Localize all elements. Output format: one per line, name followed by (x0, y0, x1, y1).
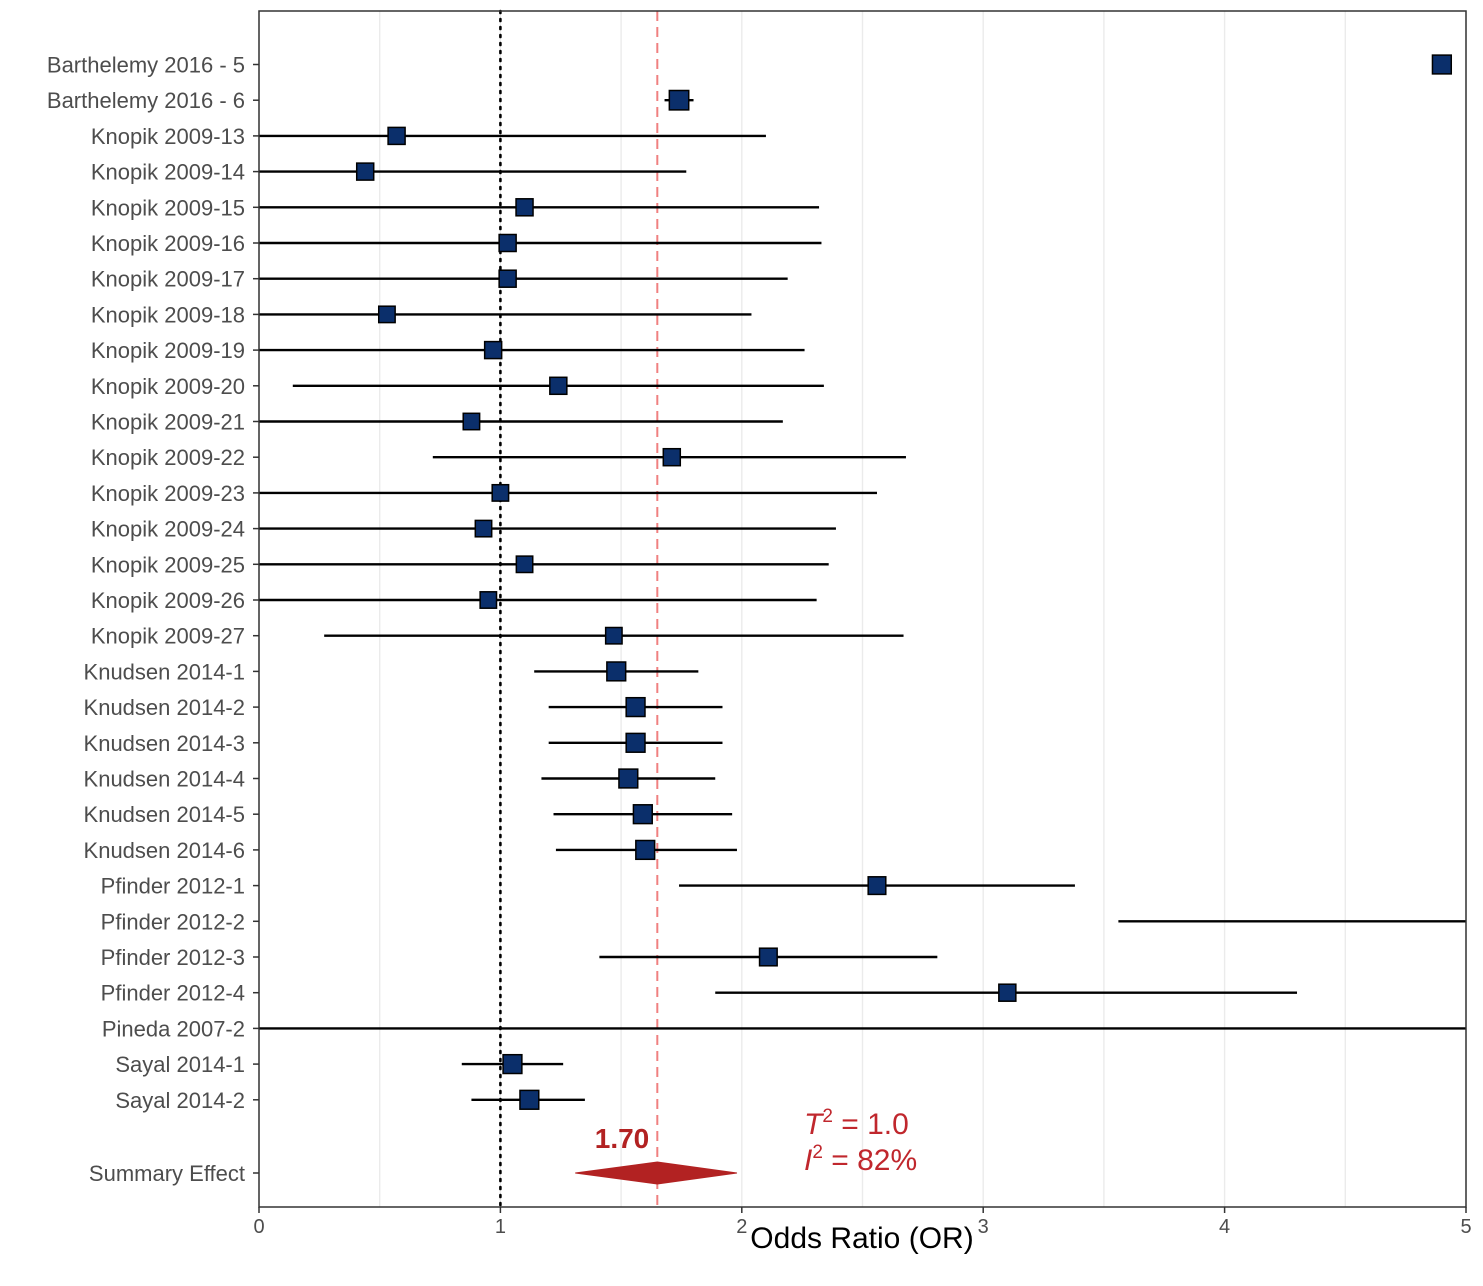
y-label-24: Pfinder 2012-1 (101, 874, 245, 899)
study-marker-15 (515, 555, 534, 574)
y-label-26: Pfinder 2012-3 (101, 945, 245, 970)
y-label-25: Pfinder 2012-2 (101, 909, 245, 934)
study-marker-3 (387, 126, 406, 146)
y-label-10: Knopik 2009-20 (91, 374, 245, 399)
y-label-2: Barthelemy 2016 - 6 (47, 88, 245, 113)
study-marker-19 (625, 696, 646, 718)
x-tick-label-0: 0 (253, 1216, 264, 1238)
y-label-11: Knopik 2009-21 (91, 410, 245, 435)
plot-panel-border (258, 10, 1467, 1208)
y-label-30: Sayal 2014-2 (115, 1088, 245, 1113)
study-marker-22 (632, 804, 653, 825)
study-marker-4 (355, 162, 375, 181)
reference-lines (499, 9, 659, 1209)
study-marker-11 (462, 412, 481, 431)
y-label-3: Knopik 2009-13 (91, 124, 245, 149)
i-value: = 82% (823, 1144, 917, 1177)
y-label-4: Knopik 2009-14 (91, 160, 245, 185)
study-marker-1 (1431, 54, 1453, 75)
summary-effect (575, 1161, 738, 1185)
study-marker-23 (635, 839, 656, 861)
i-symbol: I (804, 1144, 812, 1177)
y-axis: Barthelemy 2016 - 5 Barthelemy 2016 - 6 Kn… (47, 53, 259, 1186)
y-label-19: Knudsen 2014-2 (84, 695, 245, 720)
y-label-28: Pineda 2007-2 (102, 1016, 245, 1041)
study-marker-14 (474, 519, 493, 538)
y-label-12: Knopik 2009-22 (91, 445, 245, 470)
y-label-23: Knudsen 2014-6 (84, 838, 245, 863)
summary-diamond (575, 1161, 738, 1185)
y-label-18: Knudsen 2014-1 (84, 659, 245, 684)
y-label-21: Knudsen 2014-4 (84, 767, 245, 792)
y-label-16: Knopik 2009-26 (91, 588, 245, 613)
y-label-8: Knopik 2009-18 (91, 302, 245, 327)
y-label-29: Sayal 2014-1 (115, 1052, 245, 1077)
tau-squared-stat: T2 = 1.0 (804, 1106, 909, 1141)
i-squared-stat: I2 = 82% (804, 1142, 917, 1177)
study-marker-24 (867, 876, 887, 896)
x-tick-label-5: 5 (1460, 1216, 1471, 1238)
y-label-6: Knopik 2009-16 (91, 231, 245, 256)
study-marker-17 (604, 626, 623, 645)
x-tick-label-4: 4 (1219, 1216, 1230, 1238)
y-label-17: Knopik 2009-27 (91, 624, 245, 649)
y-label-22: Knudsen 2014-5 (84, 802, 245, 827)
y-label-summary: Summary Effect (89, 1161, 245, 1186)
y-label-7: Knopik 2009-17 (91, 267, 245, 292)
study-marker-10 (549, 376, 568, 396)
study-marker-13 (491, 483, 510, 502)
x-tick-label-1: 1 (495, 1216, 506, 1238)
study-marker-27 (998, 983, 1017, 1002)
y-label-14: Knopik 2009-24 (91, 517, 245, 542)
y-label-27: Pfinder 2012-4 (101, 981, 245, 1006)
x-tick-label-3: 3 (978, 1216, 989, 1238)
y-label-9: Knopik 2009-19 (91, 338, 245, 363)
x-axis: 0 1 2 3 4 5 (253, 1207, 1472, 1238)
study-marker-26 (758, 947, 778, 967)
study-marker-21 (618, 768, 639, 789)
y-label-15: Knopik 2009-25 (91, 552, 245, 577)
study-marker-16 (479, 591, 498, 609)
x-axis-title: Odds Ratio (OR) (750, 1222, 973, 1255)
study-marker-29 (502, 1053, 523, 1075)
summary-value-label: 1.70 (595, 1123, 650, 1154)
tau-symbol: T (804, 1108, 825, 1141)
y-label-5: Knopik 2009-15 (91, 195, 245, 220)
study-marker-30 (519, 1089, 540, 1110)
y-label-1: Barthelemy 2016 - 5 (47, 53, 245, 78)
x-tick-label-2: 2 (736, 1216, 747, 1238)
study-marker-2 (668, 89, 690, 111)
study-markers (355, 54, 1453, 1110)
study-marker-12 (662, 447, 682, 467)
study-marker-6 (498, 233, 517, 253)
study-marker-9 (483, 340, 503, 360)
study-marker-18 (606, 661, 627, 682)
y-label-20: Knudsen 2014-3 (84, 731, 245, 756)
study-marker-7 (498, 269, 517, 288)
tau-value: = 1.0 (833, 1108, 909, 1141)
study-marker-20 (625, 732, 646, 753)
study-marker-8 (377, 305, 396, 324)
y-label-13: Knopik 2009-23 (91, 481, 245, 506)
tau-superscript: 2 (822, 1106, 833, 1127)
study-marker-5 (515, 198, 534, 217)
i-superscript: 2 (812, 1142, 823, 1163)
